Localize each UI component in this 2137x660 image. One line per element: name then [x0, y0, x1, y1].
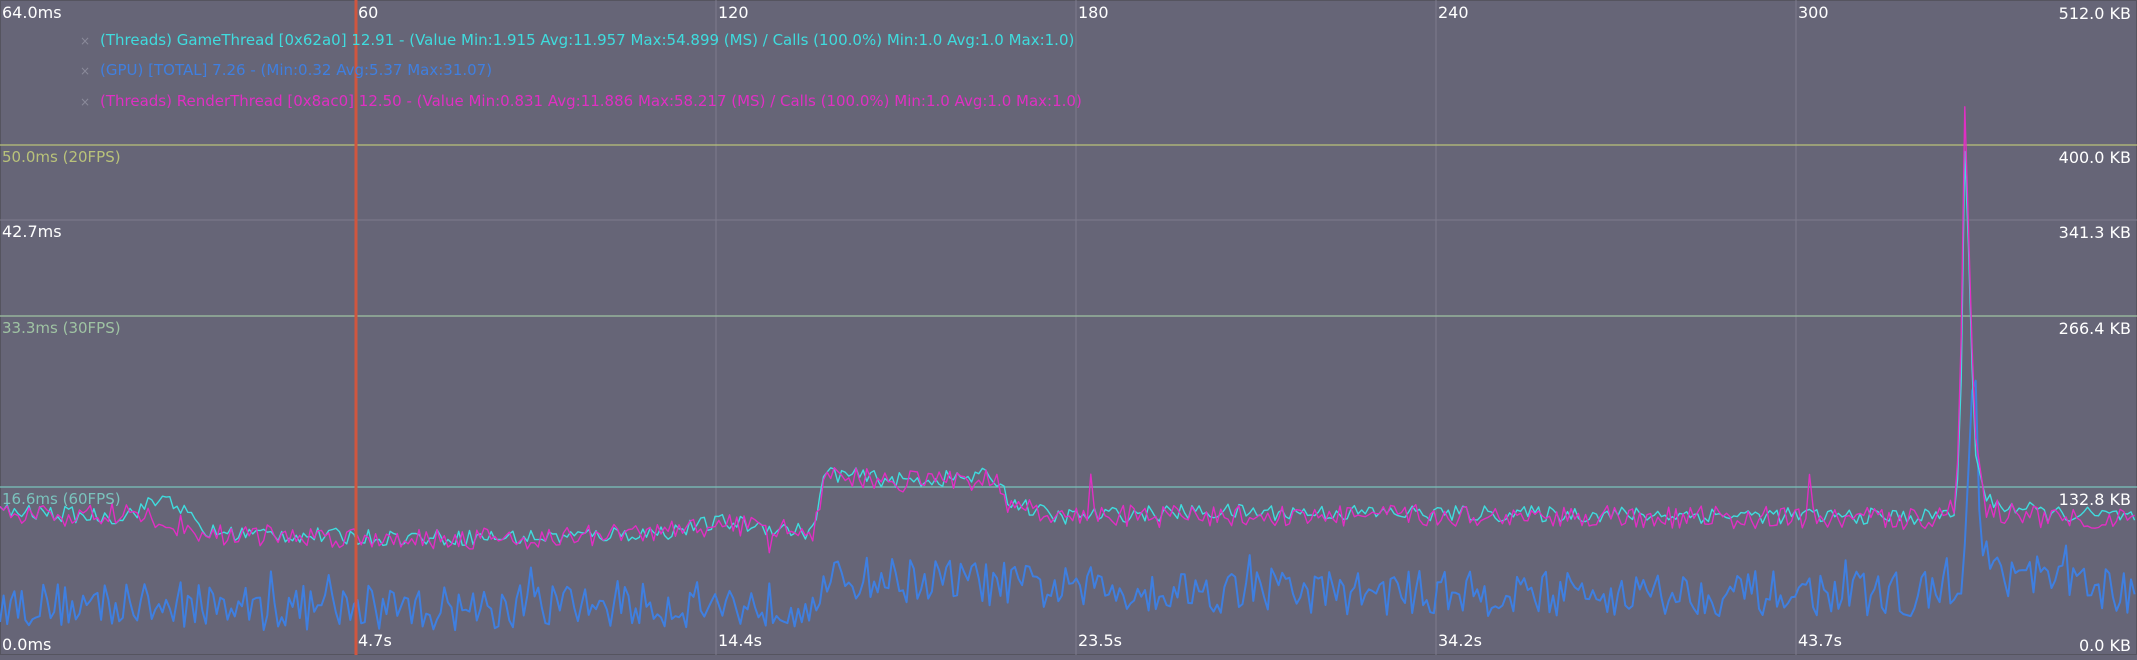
reference-lines [0, 144, 2137, 488]
bottom-tick-label: 4.7s [358, 631, 392, 650]
left-axis-mid-label: 42.7ms [2, 222, 62, 241]
bottom-tick-label: 34.2s [1438, 631, 1482, 650]
series-line-render-thread [0, 106, 2135, 554]
remove-series-icon[interactable]: × [80, 64, 91, 78]
top-tick-label: 120 [718, 3, 749, 22]
bottom-tick-label: 23.5s [1078, 631, 1122, 650]
legend-label: (Threads) RenderThread [0x8ac0] 12.50 - … [100, 92, 1082, 110]
top-tick-label: 240 [1438, 3, 1469, 22]
right-axis-341-label: 341.3 KB [2058, 223, 2131, 242]
left-axis-bottom-label: 0.0ms [2, 635, 52, 654]
right-axis-266-label: 266.4 KB [2058, 319, 2131, 338]
legend-label: (GPU) [TOTAL] 7.26 - (Min:0.32 Avg:5.37 … [100, 61, 493, 79]
remove-series-icon[interactable]: × [80, 95, 91, 109]
series-group [0, 106, 2136, 632]
ref-20fps-label: 50.0ms (20FPS) [2, 148, 121, 166]
legend-item-render-thread[interactable]: × (Threads) RenderThread [0x8ac0] 12.50 -… [80, 92, 1082, 111]
ref-60fps-label: 16.6ms (60FPS) [2, 490, 121, 508]
bottom-tick-label: 43.7s [1798, 631, 1842, 650]
top-tick-label: 300 [1798, 3, 1829, 22]
remove-series-icon[interactable]: × [80, 34, 91, 48]
left-axis-top-label: 64.0ms [2, 3, 62, 22]
right-axis-top-label: 512.0 KB [2058, 4, 2131, 23]
top-tick-label: 180 [1078, 3, 1109, 22]
top-tick-label: 60 [358, 3, 379, 22]
ref-30fps-label: 33.3ms (30FPS) [2, 319, 121, 337]
legend-label: (Threads) GameThread [0x62a0] 12.91 - (V… [100, 31, 1075, 49]
right-axis-bottom-label: 0.0 KB [2079, 636, 2131, 655]
bottom-tick-label: 14.4s [718, 631, 762, 650]
series-line-gpu-total [0, 379, 2136, 632]
right-axis-400-label: 400.0 KB [2058, 148, 2131, 167]
legend-item-game-thread[interactable]: × (Threads) GameThread [0x62a0] 12.91 - (… [80, 31, 1074, 50]
legend-item-gpu-total[interactable]: × (GPU) [TOTAL] 7.26 - (Min:0.32 Avg:5.37… [80, 61, 492, 80]
right-axis-132-label: 132.8 KB [2058, 490, 2131, 509]
series-line-game-thread [0, 150, 2136, 547]
